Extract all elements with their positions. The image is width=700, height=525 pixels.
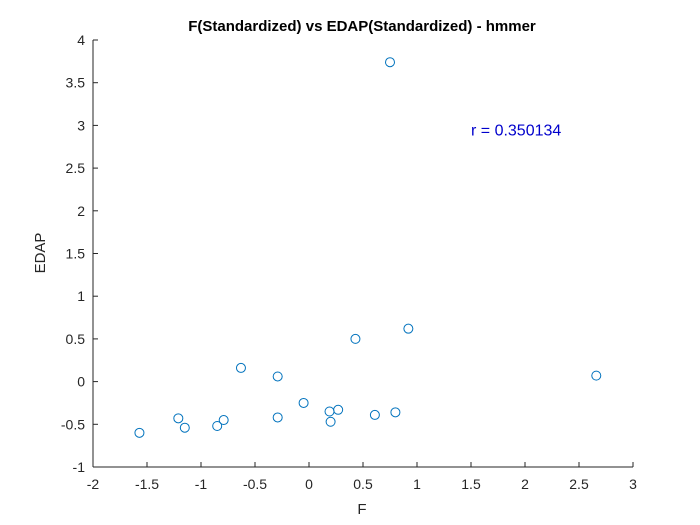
x-tick-label: 2	[521, 476, 529, 492]
y-tick-label: 1	[77, 288, 85, 304]
x-tick-label: -0.5	[243, 476, 267, 492]
data-point	[179, 422, 190, 433]
y-tick-label: -1	[73, 459, 86, 475]
data-point	[369, 409, 380, 420]
data-point	[298, 397, 309, 408]
data-point	[350, 333, 361, 344]
data-point	[390, 407, 401, 418]
x-tick-label: 3	[629, 476, 637, 492]
chart-title: F(Standardized) vs EDAP(Standardized) - …	[188, 18, 536, 35]
x-tick-label: 0	[305, 476, 313, 492]
plot-area	[93, 40, 633, 467]
data-point	[218, 415, 229, 426]
data-point	[591, 370, 602, 381]
data-point	[235, 362, 246, 373]
x-axis-label: F	[357, 501, 366, 518]
x-tick-label: 1	[413, 476, 421, 492]
y-axis: -1 -0.5 0 0.5 1 1.5 2 2.5 3 3.5 4	[61, 32, 98, 475]
y-tick-label: 0	[77, 374, 85, 390]
data-point	[173, 413, 184, 424]
x-tick-label: 0.5	[353, 476, 373, 492]
y-tick-label: 4	[77, 32, 85, 48]
x-tick-label: 1.5	[461, 476, 481, 492]
x-tick-label: -1	[195, 476, 208, 492]
y-axis-label: EDAP	[32, 233, 49, 274]
data-point	[272, 412, 283, 423]
y-tick-label: 2.5	[66, 160, 86, 176]
y-tick-label: 0.5	[66, 331, 86, 347]
y-tick-label: -0.5	[61, 416, 85, 432]
y-tick-label: 3	[77, 117, 85, 133]
y-tick-label: 3.5	[66, 75, 86, 91]
y-tick-label: 1.5	[66, 246, 86, 262]
data-point	[385, 57, 395, 68]
data-point	[403, 323, 414, 334]
x-axis: -2 -1.5 -1 -0.5 0 0.5 1 1.5 2 2.5 3	[87, 462, 637, 492]
x-tick-label: -2	[87, 476, 100, 492]
correlation-annotation: r = 0.350134	[471, 123, 561, 140]
data-point	[212, 421, 223, 432]
x-tick-label: 2.5	[569, 476, 589, 492]
data-points	[134, 57, 602, 438]
data-point	[134, 427, 145, 438]
data-point	[333, 404, 344, 415]
y-tick-label: 2	[77, 203, 85, 219]
x-tick-label: -1.5	[135, 476, 159, 492]
data-point	[272, 371, 283, 382]
data-point	[325, 416, 336, 427]
